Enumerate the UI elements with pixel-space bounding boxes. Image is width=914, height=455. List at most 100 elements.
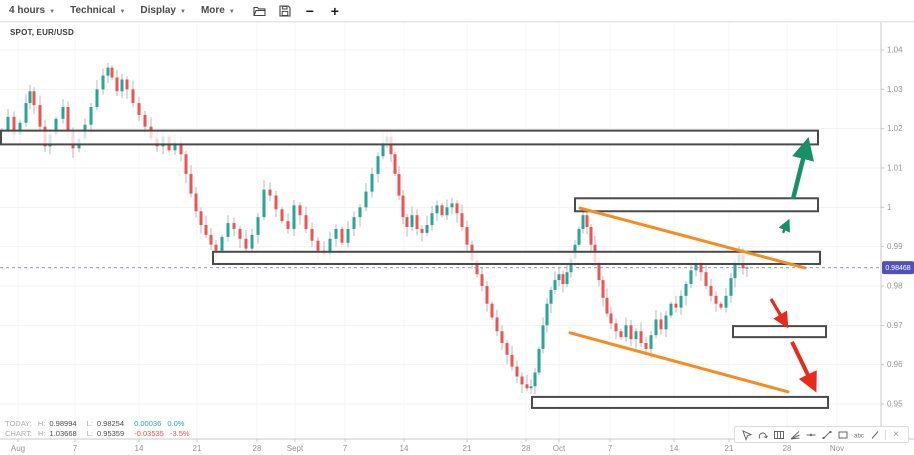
candle bbox=[704, 272, 708, 286]
candle bbox=[274, 195, 278, 210]
time-axis-label: 14 bbox=[670, 444, 679, 453]
menu-technical[interactable]: Technical ▼ bbox=[70, 5, 126, 16]
support-zone-0.950[interactable] bbox=[531, 395, 829, 409]
drawing-toolbar: abc × bbox=[734, 426, 909, 443]
upper-orange-trendline[interactable] bbox=[578, 206, 807, 270]
toolbar-icon-group: − + bbox=[253, 4, 342, 18]
time-axis-label: 14 bbox=[400, 444, 409, 453]
candle bbox=[684, 284, 688, 296]
time-axis-label: 28 bbox=[783, 444, 792, 453]
candle bbox=[689, 270, 693, 285]
candle bbox=[674, 303, 678, 308]
menu-more[interactable]: More ▼ bbox=[200, 5, 235, 16]
svg-text:0.98468: 0.98468 bbox=[885, 265, 910, 272]
price-axis-label: 1.02 bbox=[887, 124, 903, 133]
chevron-down-icon: ▼ bbox=[228, 8, 235, 15]
today-label: TODAY: bbox=[5, 419, 32, 428]
columns-icon[interactable] bbox=[773, 429, 785, 441]
menu-4-hours[interactable]: 4 hours ▼ bbox=[9, 5, 56, 16]
zone-0.988[interactable] bbox=[212, 250, 821, 265]
horizontal-line-icon[interactable] bbox=[805, 429, 817, 441]
candle bbox=[125, 79, 129, 90]
time-axis-label: 14 bbox=[135, 444, 144, 453]
cursor-icon[interactable] bbox=[741, 429, 753, 441]
lower-orange-trendline[interactable] bbox=[568, 331, 790, 394]
annotation-rectangles bbox=[0, 129, 829, 409]
current-price-bubble: 0.98468 bbox=[882, 261, 914, 275]
today-low: L: 0.98254 bbox=[86, 419, 125, 428]
zoom-out-icon[interactable]: − bbox=[305, 2, 314, 19]
candle bbox=[733, 262, 737, 279]
candle bbox=[490, 303, 494, 318]
today-high: H: 0.98994 bbox=[37, 419, 77, 428]
candle bbox=[6, 116, 10, 131]
candle bbox=[24, 103, 28, 123]
candle bbox=[137, 103, 141, 115]
text-icon[interactable]: abc bbox=[853, 429, 865, 441]
diagonal-line-icon[interactable] bbox=[869, 429, 881, 441]
small-green-up-arrow[interactable] bbox=[778, 218, 790, 234]
open-folder-icon[interactable] bbox=[253, 4, 267, 18]
candle bbox=[292, 205, 296, 229]
candle bbox=[328, 238, 332, 255]
time-axis-label: 7 bbox=[73, 444, 78, 453]
price-axis-label: 1.03 bbox=[887, 85, 903, 94]
zone-0.968[interactable] bbox=[732, 325, 827, 339]
close-icon[interactable]: × bbox=[893, 428, 899, 440]
candle bbox=[669, 303, 673, 316]
candle bbox=[745, 267, 749, 269]
candle bbox=[32, 91, 36, 106]
price-axis-label: 0.98 bbox=[887, 282, 903, 291]
candle bbox=[401, 195, 405, 218]
candle bbox=[480, 274, 484, 286]
candle bbox=[649, 335, 653, 349]
candle bbox=[565, 272, 569, 285]
resistance-zone-1.018[interactable] bbox=[0, 129, 819, 146]
price-axis-label: 0.99 bbox=[887, 242, 903, 251]
candle bbox=[455, 203, 459, 214]
candle bbox=[699, 262, 703, 273]
candle bbox=[724, 295, 728, 308]
today-change-pct: 0.0% bbox=[167, 419, 185, 428]
candle bbox=[581, 215, 585, 229]
candle bbox=[541, 325, 545, 349]
legend-chart-row: CHART: H: 1.03668 L: 0.95359 -0.03535 -3.5… bbox=[5, 429, 194, 439]
menu-display[interactable]: Display ▼ bbox=[140, 5, 186, 16]
candle bbox=[624, 325, 628, 338]
ohlc-legend: TODAY: H: 0.98994 L: 0.98254 0.00036 0.0% … bbox=[5, 419, 194, 438]
red-down-arrow-1[interactable] bbox=[769, 298, 789, 329]
candle bbox=[425, 225, 429, 233]
time-axis-label: 21 bbox=[193, 444, 202, 453]
chevron-down-icon: ▼ bbox=[49, 8, 56, 15]
candle bbox=[659, 319, 663, 330]
candle bbox=[601, 280, 605, 298]
candle bbox=[238, 228, 242, 239]
large-green-up-arrow[interactable] bbox=[790, 137, 814, 200]
candle bbox=[500, 331, 504, 344]
candle bbox=[334, 228, 338, 239]
candle bbox=[66, 107, 70, 131]
save-icon[interactable] bbox=[278, 4, 292, 18]
trend-line-icon[interactable] bbox=[821, 429, 833, 441]
time-axis-label: 7 bbox=[608, 444, 613, 453]
candle bbox=[525, 384, 529, 389]
candle bbox=[115, 77, 119, 92]
hook-arrow-icon[interactable] bbox=[757, 429, 769, 441]
candle bbox=[286, 221, 290, 229]
candle bbox=[410, 215, 414, 227]
zone-1.000[interactable] bbox=[574, 197, 819, 213]
rectangle-icon[interactable] bbox=[837, 429, 849, 441]
candle bbox=[664, 315, 668, 330]
zoom-in-icon[interactable]: + bbox=[330, 2, 339, 19]
chart-label: CHART: bbox=[5, 428, 32, 438]
candle bbox=[460, 213, 464, 227]
candle bbox=[654, 319, 658, 336]
candle bbox=[340, 228, 344, 243]
candle bbox=[440, 205, 444, 216]
candle bbox=[465, 227, 469, 245]
candle bbox=[268, 189, 272, 196]
top-toolbar: 4 hours ▼ Technical ▼ Display ▼ More ▼ − + bbox=[0, 0, 914, 22]
fan-lines-icon[interactable] bbox=[789, 429, 801, 441]
red-down-arrow-2[interactable] bbox=[790, 340, 817, 393]
